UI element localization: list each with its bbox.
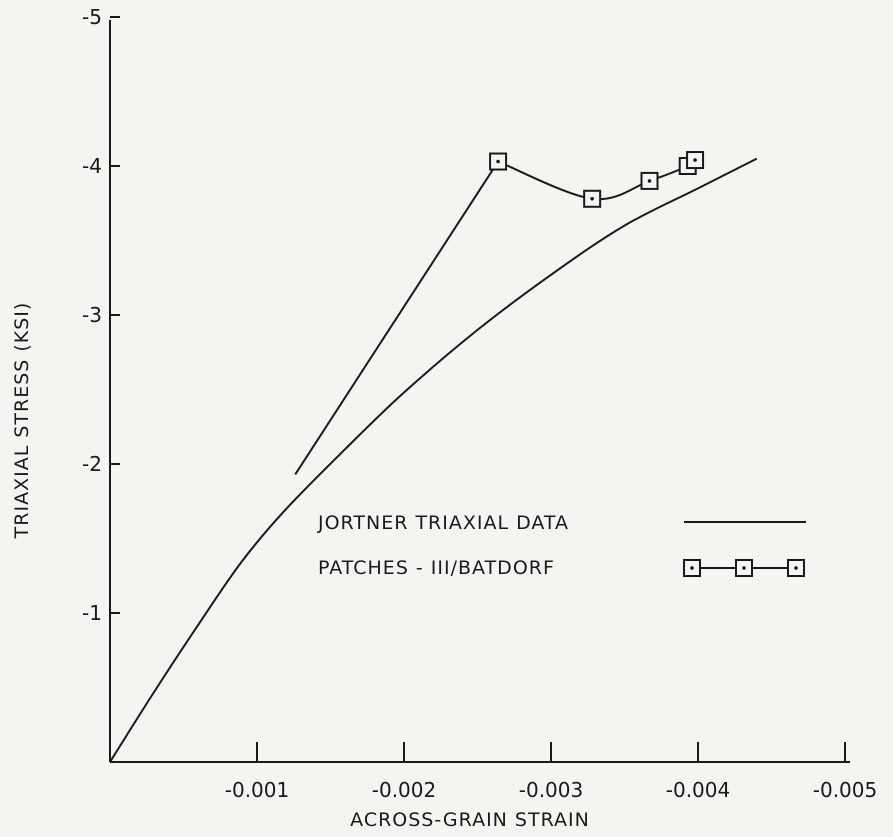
series-jortner-line [109, 157, 758, 763]
y-tick-label: -5 [82, 5, 102, 29]
data-point-marker-dot [496, 159, 500, 164]
x-tick-label: -0.001 [225, 778, 289, 802]
legend-marker-dot [742, 566, 746, 570]
data-point-marker [640, 171, 659, 190]
y-axis-title: TRIAXIAL STRESS (KSI) [11, 302, 33, 540]
x-tick-label: -0.005 [813, 778, 877, 802]
data-point-marker-dot [590, 196, 594, 201]
data-point-marker-dot [693, 158, 697, 162]
legend-marker [683, 559, 701, 577]
legend-label: PATCHES - III/BATDORF [318, 557, 555, 579]
x-tick-label: -0.002 [372, 778, 436, 802]
x-tick-label: -0.003 [519, 778, 583, 802]
series-layer [109, 151, 758, 763]
plot-area: -1-2-3-4-5 -0.001 -0.002 -0.003 -0.004 -0.00… [82, 5, 877, 802]
legend-marker [787, 559, 805, 577]
y-tick-label: -1 [82, 601, 102, 625]
legend-marker-dot [794, 566, 798, 570]
data-point-marker [583, 189, 602, 208]
y-ticks: -1 -2 -3 -4 -5 [82, 5, 120, 625]
legend-marker [735, 559, 753, 577]
series-initial-slope-line [294, 160, 499, 475]
y-tick-label: -4 [82, 154, 102, 178]
data-point-marker-dot [647, 179, 652, 183]
legend-marker-dot [690, 566, 694, 570]
legend-label: JORTNER TRIAXIAL DATA [317, 512, 569, 534]
data-point-marker [489, 152, 508, 171]
x-axis-title: ACROSS-GRAIN STRAIN [350, 809, 590, 831]
x-tick-label: -0.004 [666, 778, 730, 802]
y-tick-label: -3 [82, 303, 102, 327]
legend: JORTNER TRIAXIAL DATA PATCHES - III/BATDO… [317, 512, 806, 579]
data-point-marker [686, 151, 705, 170]
x-ticks: -0.001 -0.002 -0.003 -0.004 -0.005 [225, 742, 877, 802]
y-tick-label: -2 [82, 452, 102, 476]
